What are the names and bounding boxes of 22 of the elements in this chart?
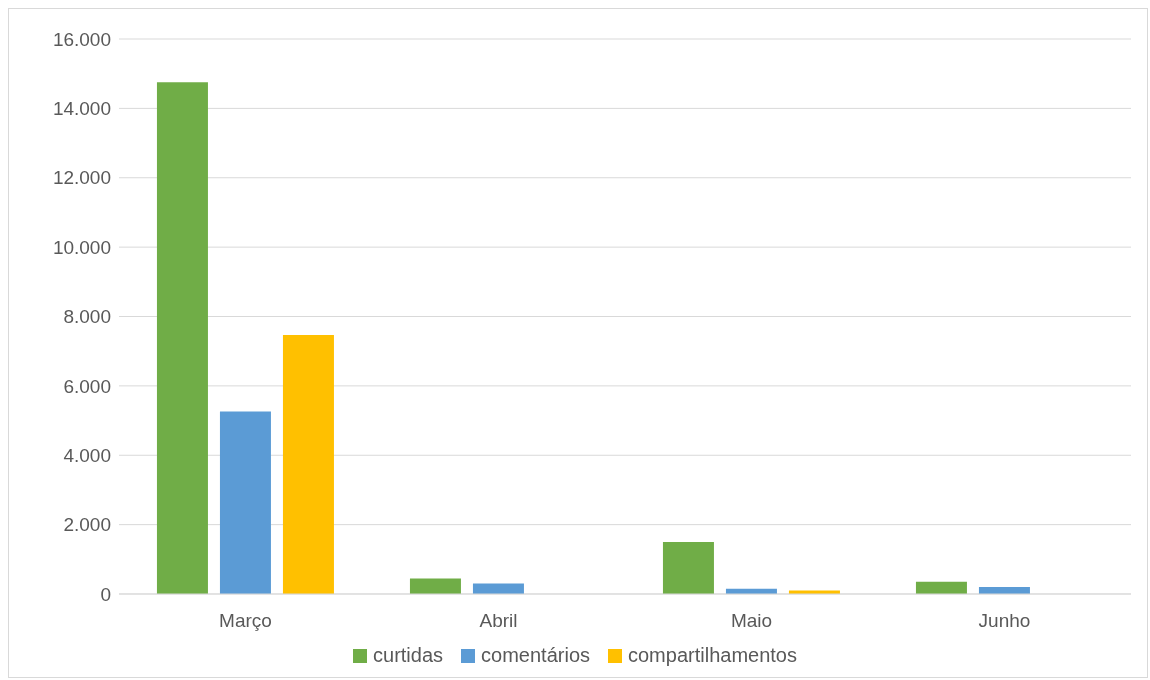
x-tick-label: Maio xyxy=(730,610,773,632)
bar xyxy=(156,82,208,594)
bar xyxy=(219,411,271,594)
y-tick-label: 14.000 xyxy=(52,98,111,120)
y-tick-label: 8.000 xyxy=(63,306,111,328)
y-tick-label: 12.000 xyxy=(52,167,111,189)
y-tick-label: 0 xyxy=(100,583,111,605)
y-tick-label: 10.000 xyxy=(52,236,111,258)
y-tick-label: 6.000 xyxy=(63,375,111,397)
bar xyxy=(915,581,967,594)
y-tick-label: 4.000 xyxy=(63,444,111,466)
y-tick-label: 16.000 xyxy=(52,28,111,50)
legend-label: curtidas xyxy=(373,644,444,667)
x-tick-label: Abril xyxy=(479,610,518,632)
bar xyxy=(282,334,334,594)
y-tick-label: 2.000 xyxy=(63,514,111,536)
legend-label: comentários xyxy=(481,644,590,667)
legend-label: compartilhamentos xyxy=(628,644,797,667)
bar xyxy=(409,578,461,594)
x-tick-label: Março xyxy=(219,610,272,632)
x-tick-label: Junho xyxy=(978,610,1031,632)
bar xyxy=(662,541,714,594)
